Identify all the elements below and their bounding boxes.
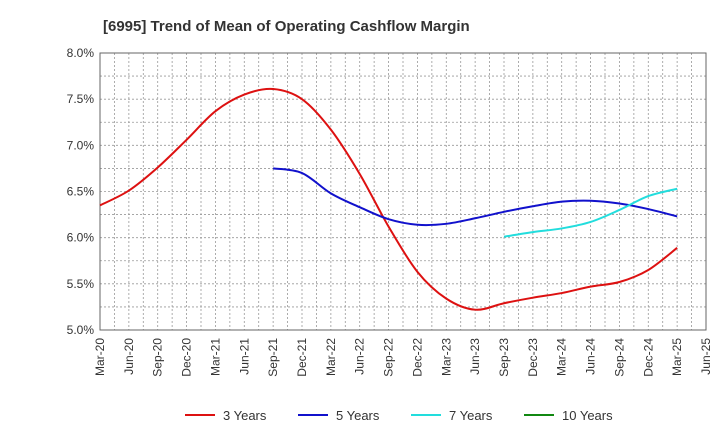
x-tick-label: Jun-21 [237, 338, 251, 375]
grid [100, 53, 706, 330]
x-tick-label: Jun-23 [468, 338, 482, 375]
y-tick-label: 8.0% [67, 46, 95, 60]
x-tick-label: Mar-21 [208, 338, 222, 376]
series-line-5-years [272, 167, 678, 227]
x-tick-label: Dec-24 [641, 338, 655, 377]
x-tick-label: Jun-20 [122, 338, 136, 375]
x-tick-label: Sep-20 [151, 338, 165, 377]
y-axis: 5.0% 5.5% 6.0% 6.5% 7.0% 7.5% 8.0% [67, 46, 95, 337]
x-tick-label: Mar-22 [324, 338, 338, 376]
x-tick-label: Mar-23 [439, 338, 453, 376]
x-tick-label: Dec-20 [180, 338, 194, 377]
series-line-3-years [99, 87, 678, 311]
x-tick-label: Sep-21 [266, 338, 280, 377]
x-tick-label: Sep-23 [497, 338, 511, 377]
x-tick-label: Sep-24 [612, 338, 626, 377]
y-tick-label: 7.0% [67, 138, 95, 152]
x-tick-label: Jun-24 [584, 338, 598, 375]
x-tick-label: Mar-25 [670, 338, 684, 376]
chart-title: [6995] Trend of Mean of Operating Cashfl… [103, 18, 470, 35]
x-tick-label: Jun-22 [353, 338, 367, 375]
legend-label-3-years: 3 Years [223, 408, 267, 423]
x-axis: Mar-20 Jun-20 Sep-20 Dec-20 Mar-21 Jun-21 Sep-… [93, 338, 713, 377]
x-tick-label: Dec-22 [410, 338, 424, 377]
legend: 3 Years 5 Years 7 Years 10 Years [185, 408, 613, 423]
x-tick-label: Mar-20 [93, 338, 107, 376]
x-tick-label: Sep-22 [382, 338, 396, 377]
y-tick-label: 6.0% [67, 231, 95, 245]
y-tick-label: 7.5% [67, 92, 95, 106]
x-tick-label: Jun-25 [699, 338, 713, 375]
legend-label-7-years: 7 Years [449, 408, 493, 423]
x-tick-label: Mar-24 [555, 338, 569, 376]
x-tick-label: Dec-21 [295, 338, 309, 377]
series-line-7-years [503, 187, 678, 238]
plot-area [99, 52, 707, 331]
legend-label-5-years: 5 Years [336, 408, 380, 423]
series-lines [99, 87, 678, 311]
y-tick-label: 6.5% [67, 185, 95, 199]
y-tick-label: 5.0% [67, 323, 95, 337]
legend-label-10-years: 10 Years [562, 408, 613, 423]
y-tick-label: 5.5% [67, 277, 95, 291]
x-tick-label: Dec-23 [526, 338, 540, 377]
